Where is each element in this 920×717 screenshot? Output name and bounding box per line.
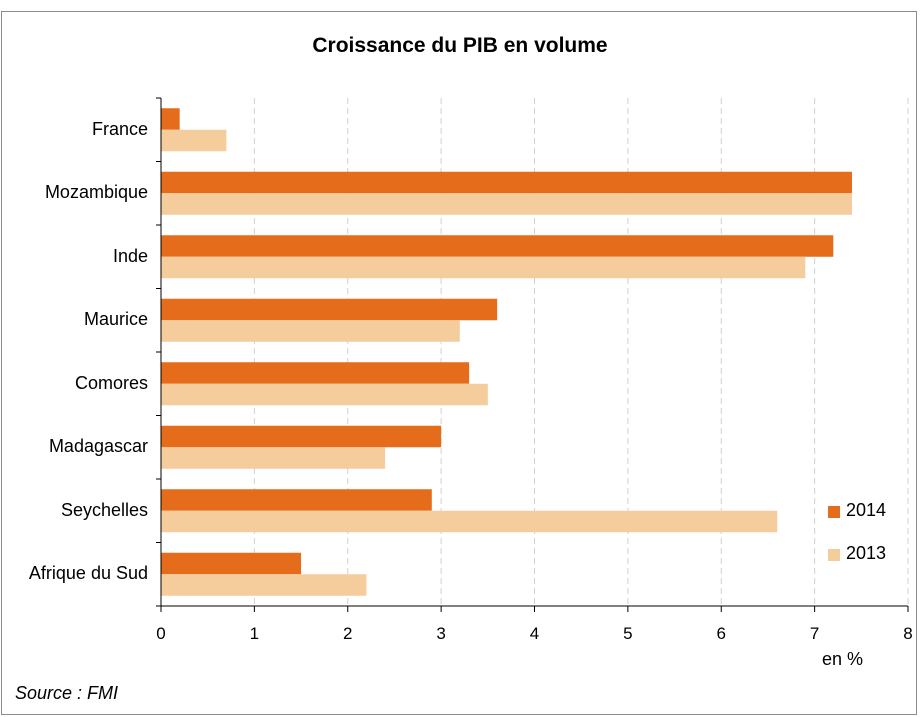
- category-label: Afrique du Sud: [28, 563, 148, 584]
- category-label: Comores: [74, 372, 148, 393]
- category-label: Maurice: [83, 309, 148, 330]
- x-tick-label: 0: [156, 624, 166, 643]
- bar-2013: [161, 447, 386, 469]
- bar-2014: [161, 489, 432, 511]
- category-label: Mozambique: [44, 182, 148, 203]
- bar-2013: [161, 574, 367, 596]
- bar-2013: [161, 193, 852, 215]
- x-tick-label: 8: [903, 624, 913, 643]
- category-label: Madagascar: [48, 436, 148, 457]
- bar-2013: [161, 129, 227, 152]
- bar-2014: [161, 298, 498, 321]
- x-tick-label: 1: [249, 624, 260, 643]
- bar-2014: [161, 235, 834, 257]
- x-axis-unit: en %: [822, 649, 864, 669]
- chart-frame: [1, 11, 917, 715]
- bar-2013: [161, 383, 488, 406]
- legend-label-2014: 2014: [846, 500, 887, 520]
- x-tick-label: 3: [436, 624, 446, 643]
- x-tick-label: 7: [809, 624, 820, 643]
- bar-2013: [161, 510, 778, 533]
- bar-2013: [161, 256, 806, 279]
- bar-2013: [161, 320, 460, 342]
- bar-2014: [161, 108, 180, 130]
- category-label: Seychelles: [60, 499, 148, 520]
- category-label: Inde: [112, 245, 148, 266]
- legend-swatch-2013: [828, 549, 840, 561]
- bar-2014: [161, 425, 442, 448]
- category-label: France: [91, 118, 148, 139]
- legend-swatch-2014: [828, 506, 840, 518]
- chart-title: Croissance du PIB en volume: [312, 34, 608, 57]
- source-note: Source : FMI: [15, 683, 119, 703]
- legend-label-2013: 2013: [846, 543, 887, 563]
- bar-2014: [161, 171, 852, 194]
- x-tick-label: 4: [529, 624, 540, 643]
- bar-2014: [161, 552, 302, 575]
- x-tick-label: 6: [716, 624, 726, 643]
- x-tick-label: 5: [623, 624, 633, 643]
- bar-2014: [161, 362, 470, 384]
- x-tick-label: 2: [343, 624, 353, 643]
